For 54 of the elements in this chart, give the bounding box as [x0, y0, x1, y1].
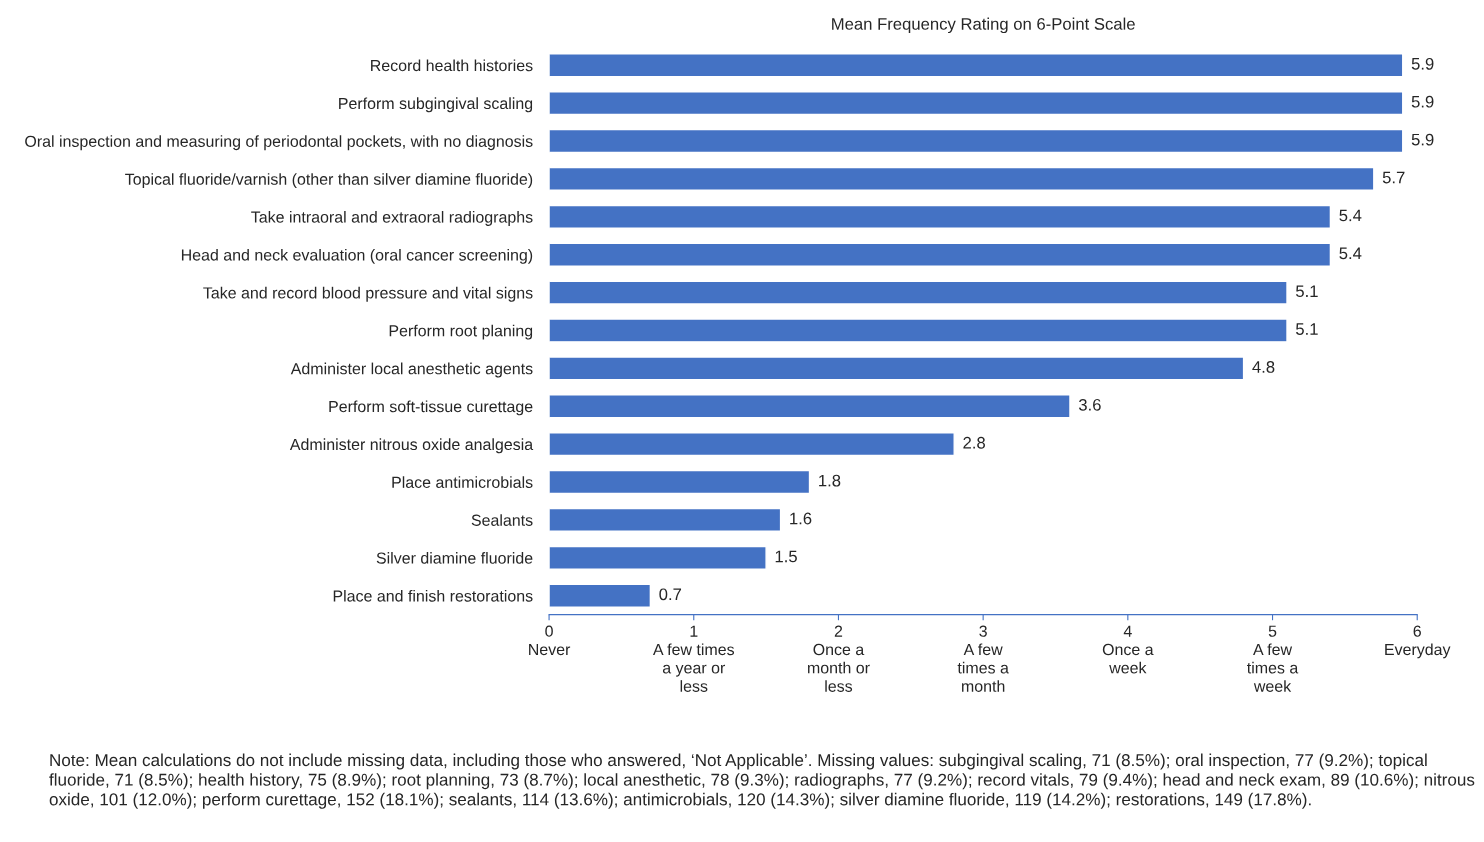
bar — [549, 204, 1332, 229]
data-label: 5.9 — [1411, 133, 1434, 146]
y-tick-label: Oral inspection and measuring of periodontal pockets, with no diagnosis — [25, 135, 533, 151]
data-label: 0.7 — [659, 588, 682, 601]
y-tick-label: Take intraoral and extraoral radiographs — [251, 211, 533, 226]
x-tick-label: 5 A few times a week — [1247, 625, 1299, 692]
bar — [549, 583, 652, 608]
bar — [549, 356, 1245, 381]
bar — [549, 91, 1404, 116]
y-tick-label: Place and finish restorations — [333, 589, 533, 602]
y-tick-label: Place antimicrobials — [392, 476, 533, 488]
bar — [549, 394, 1071, 419]
bar — [549, 545, 767, 570]
y-tick-label: Sealants — [471, 514, 533, 526]
bar — [549, 469, 811, 495]
data-label: 3.6 — [1078, 398, 1101, 411]
y-tick-label: Perform root planing — [389, 324, 533, 340]
y-tick-label: Record health histories — [371, 59, 533, 72]
data-label: 1.8 — [819, 474, 841, 487]
bar — [549, 432, 955, 457]
bar — [549, 280, 1288, 305]
data-label: 5.9 — [1411, 57, 1434, 70]
bar — [549, 166, 1375, 191]
y-tick-label: Perform subgingival scaling — [339, 97, 533, 113]
bar — [549, 318, 1288, 343]
bar — [549, 507, 782, 532]
data-label: 5.9 — [1411, 95, 1434, 108]
chart-title: Mean Frequency Rating on 6-Point Scale — [832, 17, 1135, 34]
data-label: 5.4 — [1339, 247, 1362, 260]
y-tick-label: Take and record blood pressure and vital signs — [203, 286, 533, 302]
y-tick-label: Head and neck evaluation (oral cancer screening) — [181, 248, 533, 264]
bar — [549, 242, 1332, 267]
data-label: 4.8 — [1252, 361, 1275, 373]
x-tick-label: 0 Never — [529, 625, 571, 656]
text: Note: Mean calculations do not include missing data, including those who answered, ‘Not Applicable’. Missing values: subgingival scaling, 71 (8.5%); oral inspection, 77 (9.2%); topical fluoride, 71 (8.5%); health history, 75 (8.9%); root planning, 73 (8.7%); local anesthetic, 78 (9.3%); radiographs, 77 (9.2%); record vitals, 79 (9.4%); head and neck exam, 89 (10.6%); nitrous oxide, 101 (12.0%); perform curettage, 152 (18.1%); sealants, 114 (13.6%); antimicrobials, 120 (14.3%); silver diamine fluoride, 119 (14.2%); restorations, 149 (17.8%). — [49, 753, 1475, 809]
data-label: 1.5 — [775, 550, 797, 563]
y-tick-label: Topical fluoride/varnish (other than silver diamine fluoride) — [125, 173, 533, 189]
data-label: 5.7 — [1382, 171, 1405, 184]
y-tick-label: Administer local anesthetic agents — [290, 362, 533, 378]
x-tick-label: 6 Everyday — [1385, 625, 1451, 659]
data-label: 1.6 — [790, 512, 812, 525]
bar — [549, 128, 1404, 154]
x-tick-label: 2 Once a month or less — [808, 625, 870, 692]
bar — [549, 53, 1404, 78]
y-tick-label: Perform soft-tissue curettage — [329, 400, 533, 416]
y-tick-label: Silver diamine fluoride — [376, 552, 533, 564]
data-label: 5.1 — [1296, 323, 1318, 335]
data-label: 5.1 — [1296, 285, 1318, 298]
y-tick-label: Administer nitrous oxide analgesia — [289, 438, 534, 454]
x-tick-label: 4 Once a week — [1102, 625, 1154, 674]
x-tick-label: 3 A few times a month — [957, 625, 1009, 692]
data-label: 2.8 — [963, 436, 985, 449]
data-label: 5.4 — [1339, 209, 1362, 222]
x-tick-label: 1 A few times a year or less — [652, 625, 735, 692]
